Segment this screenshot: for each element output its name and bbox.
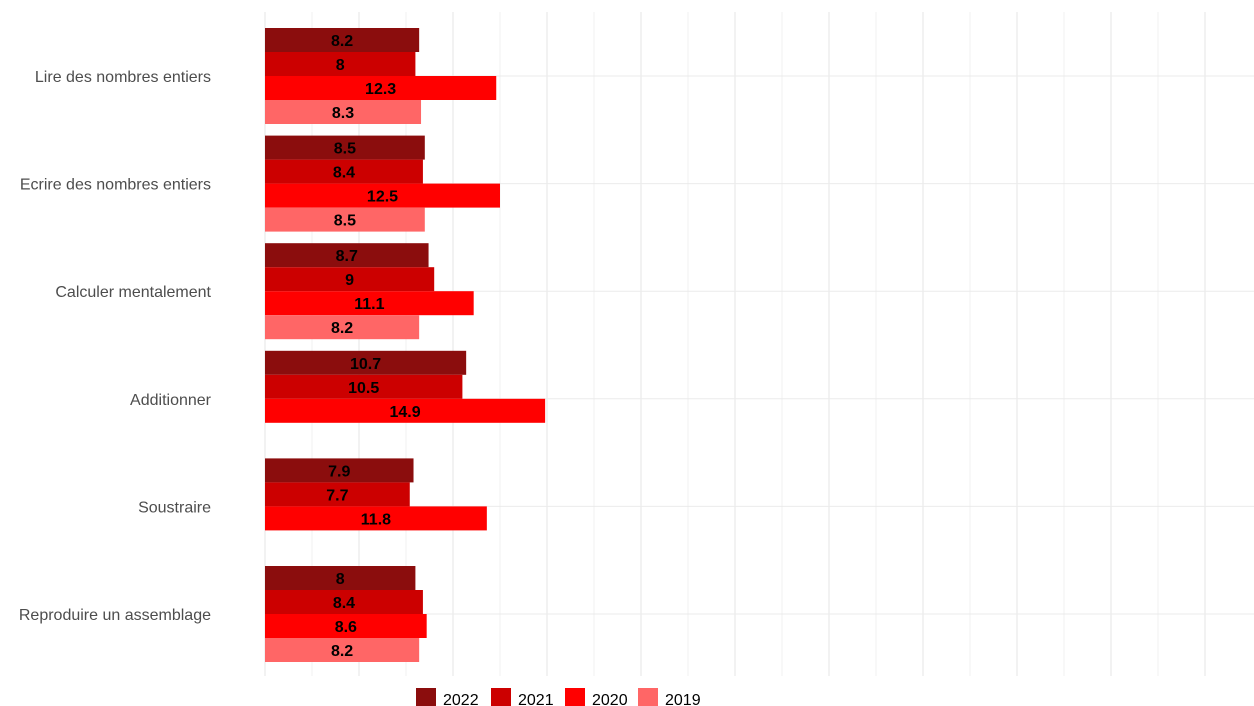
bar	[265, 291, 474, 316]
bar-value-label: 14.9	[389, 404, 420, 421]
legend-swatch	[565, 688, 585, 706]
bar	[265, 135, 425, 160]
bar	[265, 590, 423, 614]
category-label: Additionner	[130, 392, 212, 409]
bar-value-label: 8.5	[334, 213, 356, 230]
bar	[265, 76, 497, 100]
bar	[265, 267, 435, 292]
legend-label: 2022	[443, 692, 479, 706]
category-labels: Lire des nombres entiers Ecrire des nombr…	[19, 69, 212, 624]
bars: 8.2812.38.38.58.412.58.58.7911.18.210.71…	[265, 28, 546, 662]
bar	[265, 638, 420, 662]
bar	[265, 398, 546, 423]
bar	[265, 100, 422, 124]
bar	[265, 482, 410, 507]
legend-swatch	[491, 688, 511, 706]
legend-swatch	[416, 688, 436, 706]
bar	[265, 243, 429, 268]
legend-label: 2021	[518, 692, 554, 706]
bar-value-label: 11.8	[361, 511, 391, 528]
category-label: Calculer mentalement	[55, 284, 211, 301]
bar	[265, 506, 487, 531]
bar	[265, 52, 416, 76]
bar-value-label: 8.6	[335, 619, 357, 636]
legend-label: 2019	[665, 692, 701, 706]
bar-value-label: 11.1	[354, 296, 384, 313]
bar-value-label: 7.7	[326, 487, 348, 504]
bar	[265, 566, 416, 590]
bar-value-label: 8.4	[333, 595, 355, 612]
bar-value-label: 8.7	[336, 248, 358, 265]
bar-value-label: 8	[336, 57, 345, 74]
bar-value-label: 8.2	[331, 643, 353, 660]
legend-swatch	[638, 688, 658, 706]
bar-value-label: 10.5	[348, 380, 379, 397]
bar-value-label: 8.5	[334, 141, 356, 158]
bar-value-label: 8.2	[331, 33, 353, 50]
category-label: Reproduire un assemblage	[19, 607, 211, 624]
bar	[265, 614, 427, 638]
bar-value-label: 8.3	[332, 105, 354, 122]
bar-value-label: 9	[345, 272, 354, 289]
bar	[265, 183, 500, 208]
bar	[265, 159, 423, 184]
category-label: Lire des nombres entiers	[35, 69, 211, 86]
category-label: Soustraire	[138, 499, 211, 516]
category-label: Ecrire des nombres entiers	[20, 177, 211, 194]
bar	[265, 28, 420, 52]
bar	[265, 207, 425, 232]
bar-value-label: 8.2	[331, 320, 353, 337]
bar	[265, 350, 467, 375]
bar	[265, 315, 420, 340]
bar-value-label: 10.7	[350, 356, 381, 373]
bar-value-label: 12.3	[365, 81, 396, 98]
bar	[265, 374, 463, 399]
bar-value-label: 8	[336, 571, 345, 588]
legend: 2022 2021 2020 2019	[416, 688, 701, 706]
legend-label: 2020	[592, 692, 628, 706]
bar	[265, 458, 414, 483]
bar-value-label: 7.9	[328, 463, 350, 480]
bar-value-label: 12.5	[367, 189, 398, 206]
bar-value-label: 8.4	[333, 165, 355, 182]
